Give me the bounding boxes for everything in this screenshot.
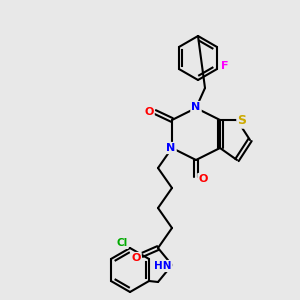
Text: N: N (167, 143, 176, 153)
Text: O: O (131, 253, 141, 263)
Text: Cl: Cl (116, 238, 128, 248)
Text: S: S (238, 115, 247, 128)
Text: HN: HN (154, 261, 172, 271)
Text: N: N (191, 102, 201, 112)
Text: F: F (221, 61, 229, 71)
Text: O: O (144, 107, 154, 117)
Text: O: O (198, 174, 208, 184)
